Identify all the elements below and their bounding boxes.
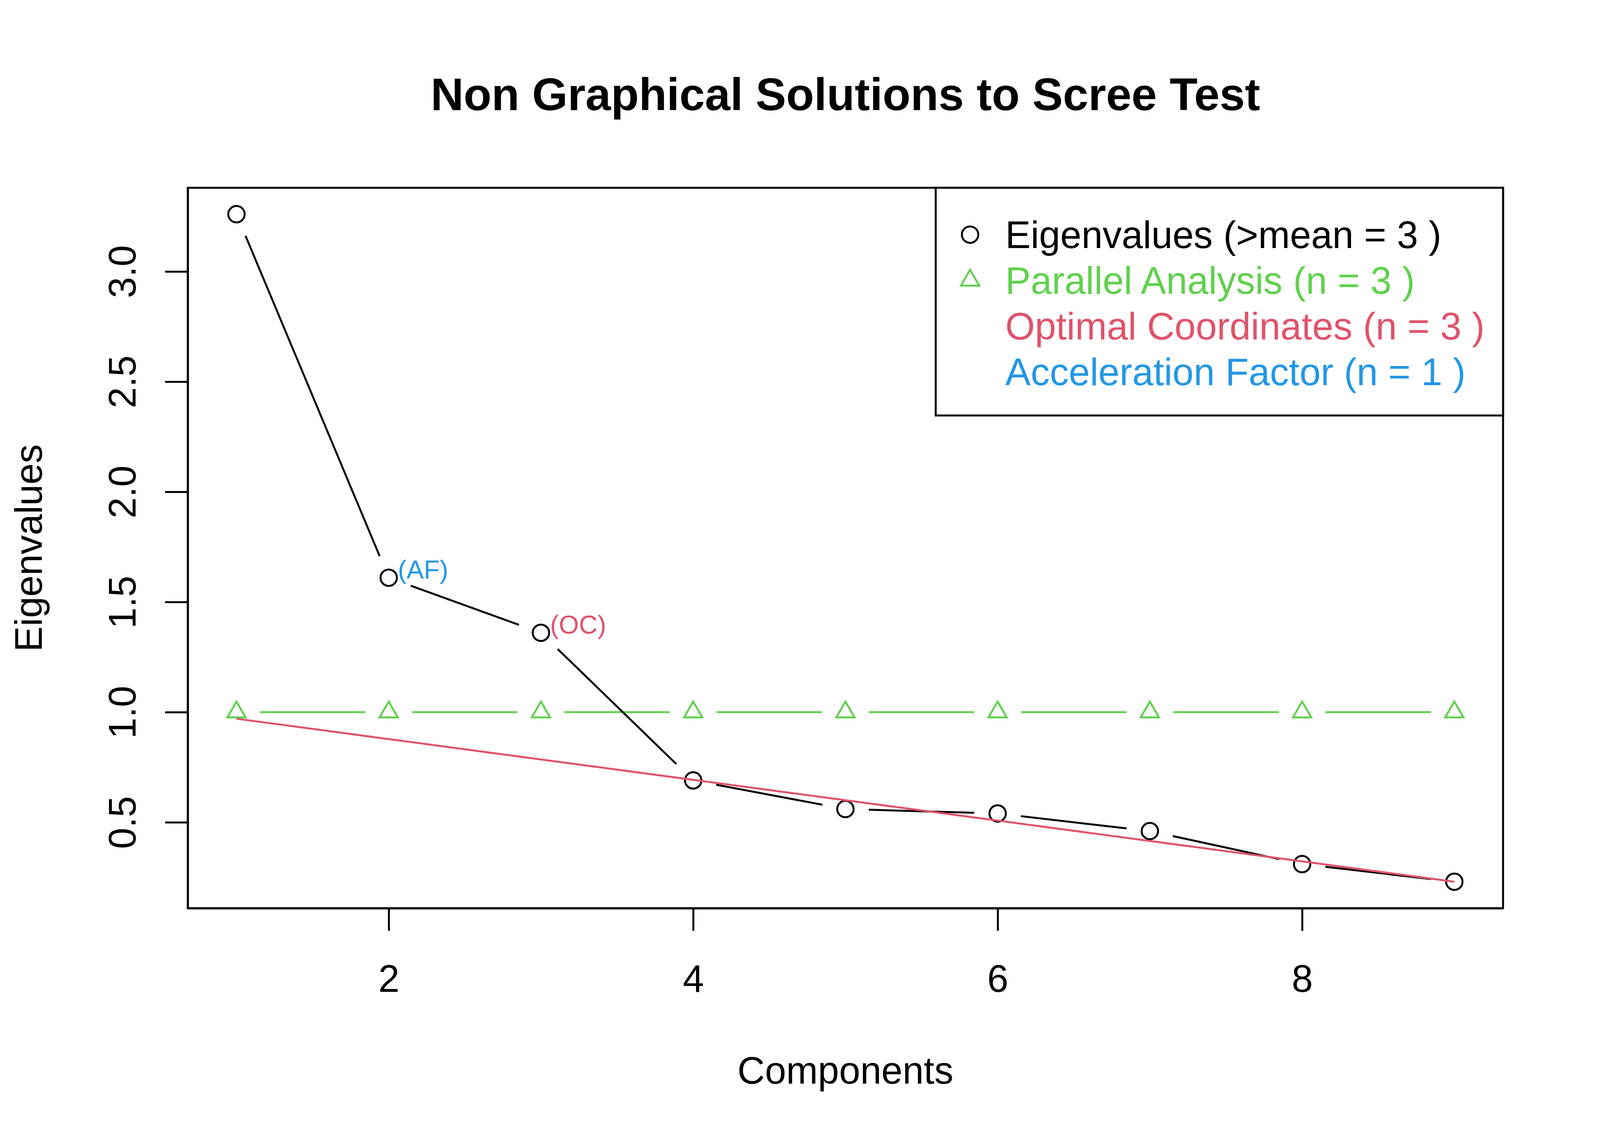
annotation: (AF) bbox=[398, 555, 449, 584]
legend: Eigenvalues (>mean = 3 )Parallel Analysi… bbox=[935, 187, 1503, 416]
tick-label: 2.5 bbox=[101, 355, 144, 409]
chart: Non Graphical Solutions to Scree Test 2 4 6… bbox=[0, 0, 1600, 1143]
tick: 6 bbox=[987, 908, 1009, 1000]
tick-label: 1.5 bbox=[101, 575, 144, 629]
point bbox=[227, 701, 246, 718]
legend-label: Optimal Coordinates (n = 3 ) bbox=[1005, 305, 1485, 348]
tick: 4 bbox=[682, 908, 704, 1000]
legend-label: Parallel Analysis (n = 3 ) bbox=[1005, 259, 1415, 302]
point bbox=[837, 800, 854, 818]
x-axis: 2 4 6 8 bbox=[187, 908, 1504, 1000]
tick-label: 2.0 bbox=[101, 465, 144, 519]
point bbox=[1140, 701, 1159, 718]
point bbox=[1141, 823, 1159, 840]
tick-label: 1.0 bbox=[101, 685, 144, 740]
tick-mark bbox=[165, 491, 188, 493]
plot-frame bbox=[187, 187, 1504, 909]
point bbox=[1293, 855, 1311, 873]
tick: 1.0 bbox=[101, 685, 188, 740]
tick-mark bbox=[996, 908, 999, 931]
tick-mark bbox=[387, 908, 390, 931]
tick: 8 bbox=[1291, 908, 1313, 1000]
legend-symbol bbox=[960, 269, 980, 286]
tick-label: 8 bbox=[1291, 957, 1313, 1000]
x-axis-title: Components bbox=[737, 1049, 954, 1092]
y-axis: 0.5 1.0 1.5 2.0 2.5 3.0 bbox=[101, 187, 189, 909]
tick-label: 2 bbox=[378, 957, 400, 1000]
point bbox=[836, 701, 855, 718]
tick: 0.5 bbox=[101, 796, 188, 850]
point bbox=[1445, 701, 1464, 718]
legend-label: Acceleration Factor (n = 1 ) bbox=[1005, 350, 1466, 394]
line bbox=[236, 718, 1455, 882]
point bbox=[228, 205, 245, 223]
point bbox=[532, 624, 550, 642]
tick: 2 bbox=[378, 908, 400, 1000]
tick-label: 6 bbox=[987, 957, 1009, 1000]
tick-mark bbox=[165, 270, 188, 273]
tick-mark bbox=[1301, 908, 1304, 931]
annotation: (OC) bbox=[550, 610, 607, 640]
tick-mark bbox=[692, 908, 695, 931]
point bbox=[379, 701, 399, 718]
tick: 1.5 bbox=[101, 575, 188, 629]
legend-box bbox=[935, 187, 1503, 416]
point bbox=[380, 569, 397, 586]
tick: 2.0 bbox=[101, 465, 188, 519]
tick-mark bbox=[165, 711, 188, 714]
series bbox=[227, 701, 1464, 718]
tick: 2.5 bbox=[101, 355, 188, 409]
point bbox=[531, 701, 550, 718]
point bbox=[1292, 701, 1312, 718]
tick-label: 3.0 bbox=[101, 245, 144, 299]
y-axis-title: Eigenvalues bbox=[7, 444, 50, 652]
series bbox=[236, 718, 1455, 882]
tick-mark bbox=[165, 380, 188, 383]
legend-symbol bbox=[961, 226, 979, 243]
tick-mark bbox=[165, 821, 188, 824]
tick: 3.0 bbox=[101, 245, 188, 299]
point bbox=[988, 701, 1008, 718]
legend-label: Eigenvalues (>mean = 3 ) bbox=[1005, 213, 1442, 257]
title: Non Graphical Solutions to Scree Test bbox=[430, 68, 1261, 120]
point bbox=[683, 701, 703, 718]
tick-mark bbox=[165, 601, 188, 604]
tick-label: 0.5 bbox=[101, 796, 144, 850]
line bbox=[236, 710, 1455, 713]
tick-label: 4 bbox=[682, 957, 704, 1000]
